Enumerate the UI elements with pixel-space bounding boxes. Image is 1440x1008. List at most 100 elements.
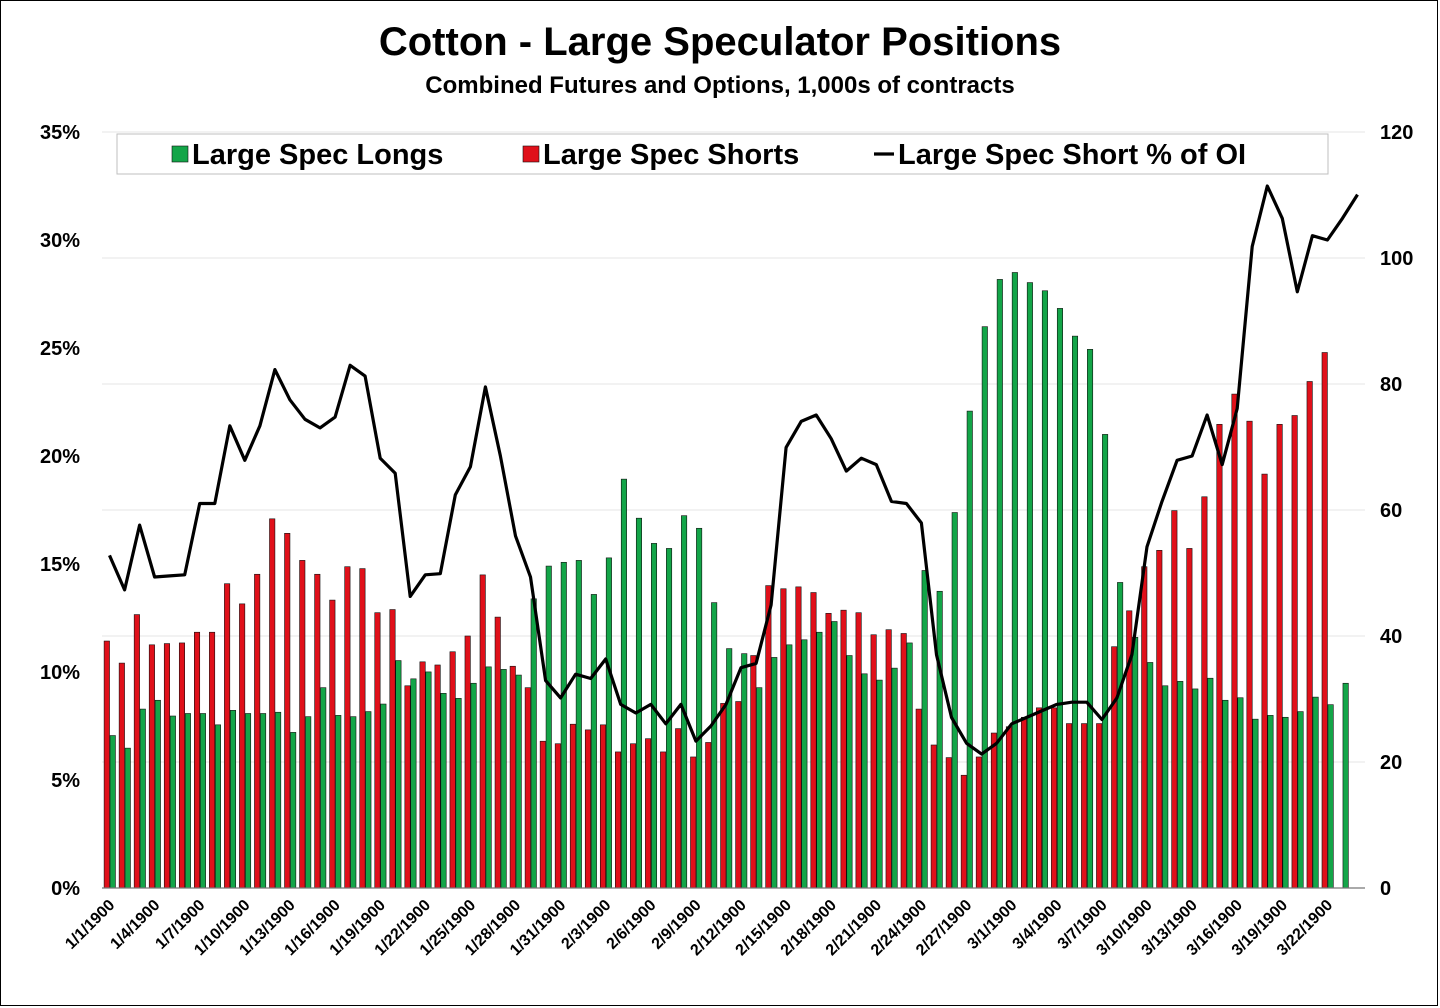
short-bar bbox=[118, 662, 125, 889]
legend-longs-swatch bbox=[171, 145, 189, 163]
legend-shorts-label: Large Spec Shorts bbox=[543, 139, 799, 171]
line-group bbox=[108, 184, 1359, 756]
short-bar bbox=[810, 592, 817, 889]
short-bar bbox=[569, 723, 576, 889]
short-bar bbox=[855, 612, 862, 889]
long-bar bbox=[1252, 718, 1259, 889]
short-bar bbox=[1111, 646, 1118, 889]
short-bar bbox=[1216, 424, 1223, 889]
long-bar bbox=[951, 512, 958, 889]
short-bar bbox=[464, 635, 471, 889]
long-bar bbox=[741, 653, 748, 889]
long-bar bbox=[395, 660, 402, 889]
long-bar bbox=[485, 666, 492, 889]
short-bar bbox=[795, 586, 802, 889]
long-bar bbox=[876, 679, 883, 889]
bar-group bbox=[103, 272, 1349, 889]
legend-short-pct-label: Large Spec Short % of OI bbox=[898, 139, 1246, 171]
short-bar bbox=[1141, 566, 1148, 889]
short-bar bbox=[194, 631, 201, 889]
long-bar bbox=[169, 715, 176, 889]
long-bar bbox=[575, 560, 582, 889]
short-bar bbox=[1020, 716, 1027, 889]
short-bar bbox=[239, 603, 246, 889]
short-bar bbox=[780, 588, 787, 889]
long-bar bbox=[1147, 662, 1154, 889]
short-bar bbox=[1306, 381, 1313, 889]
long-bar bbox=[726, 648, 733, 889]
short-bar bbox=[329, 599, 336, 889]
long-bar bbox=[1222, 699, 1229, 889]
long-bar bbox=[515, 674, 522, 889]
long-bar bbox=[1087, 349, 1094, 889]
long-bar bbox=[1267, 715, 1274, 889]
short-bar bbox=[524, 687, 531, 889]
short-bar bbox=[960, 774, 967, 889]
long-bar bbox=[861, 673, 868, 889]
long-bar bbox=[801, 639, 808, 889]
short-bar bbox=[735, 701, 742, 889]
left-axis-tick-label: 25% bbox=[40, 338, 80, 360]
long-bar bbox=[1177, 681, 1184, 889]
short-bar bbox=[254, 573, 261, 889]
long-bar bbox=[816, 631, 823, 889]
long-bar bbox=[771, 657, 778, 889]
long-bar bbox=[380, 703, 387, 889]
long-bar bbox=[320, 687, 327, 889]
legend-shorts-swatch bbox=[522, 145, 540, 163]
short-bar bbox=[314, 573, 321, 889]
long-bar bbox=[184, 713, 191, 889]
long-bar bbox=[545, 565, 552, 889]
short-bar bbox=[209, 631, 216, 889]
long-bar bbox=[455, 698, 462, 889]
short-bar bbox=[825, 613, 832, 889]
short-bar bbox=[915, 708, 922, 889]
short-bar bbox=[539, 740, 546, 889]
right-axis-tick-label: 80 bbox=[1380, 374, 1402, 396]
long-bar bbox=[996, 279, 1003, 889]
right-axis-tick-label: 0 bbox=[1380, 878, 1391, 900]
long-bar bbox=[605, 557, 612, 889]
long-bar bbox=[891, 667, 898, 889]
short-bar bbox=[419, 661, 426, 889]
left-axis-tick-label: 35% bbox=[40, 122, 80, 144]
short-bar bbox=[224, 583, 231, 889]
short-bar bbox=[750, 655, 757, 889]
long-bar bbox=[245, 713, 252, 889]
long-bar bbox=[1327, 704, 1334, 889]
short-bar bbox=[1036, 707, 1043, 889]
long-bar bbox=[275, 711, 282, 889]
left-axis-tick-label: 30% bbox=[40, 230, 80, 252]
long-bar bbox=[651, 543, 658, 889]
short-bar bbox=[1171, 510, 1178, 889]
long-bar bbox=[1297, 711, 1304, 889]
long-bar bbox=[831, 621, 838, 889]
long-bar bbox=[124, 747, 131, 889]
short-bar bbox=[1276, 424, 1283, 889]
long-bar bbox=[1056, 308, 1063, 889]
long-bar bbox=[1237, 697, 1244, 889]
short-bar bbox=[374, 612, 381, 889]
long-bar bbox=[635, 517, 642, 889]
left-axis-tick-label: 0% bbox=[51, 878, 80, 900]
left-axis-tick-label: 10% bbox=[40, 662, 80, 684]
long-bar bbox=[139, 708, 146, 889]
right-axis-tick-label: 120 bbox=[1380, 122, 1413, 144]
short-bar bbox=[1005, 726, 1012, 889]
short-bar bbox=[615, 751, 622, 889]
long-bar bbox=[1342, 682, 1349, 889]
short-bar bbox=[103, 640, 110, 889]
long-bar bbox=[906, 642, 913, 889]
short-bar bbox=[1186, 548, 1193, 889]
long-bar bbox=[1026, 282, 1033, 889]
long-bar bbox=[290, 732, 297, 889]
long-bar bbox=[1102, 434, 1109, 889]
short-bar bbox=[554, 743, 561, 889]
short-bar bbox=[975, 756, 982, 889]
long-bar bbox=[966, 410, 973, 889]
long-bar bbox=[230, 710, 237, 889]
short-bar bbox=[479, 574, 486, 889]
short-bar bbox=[690, 756, 697, 889]
short-bar bbox=[765, 585, 772, 889]
